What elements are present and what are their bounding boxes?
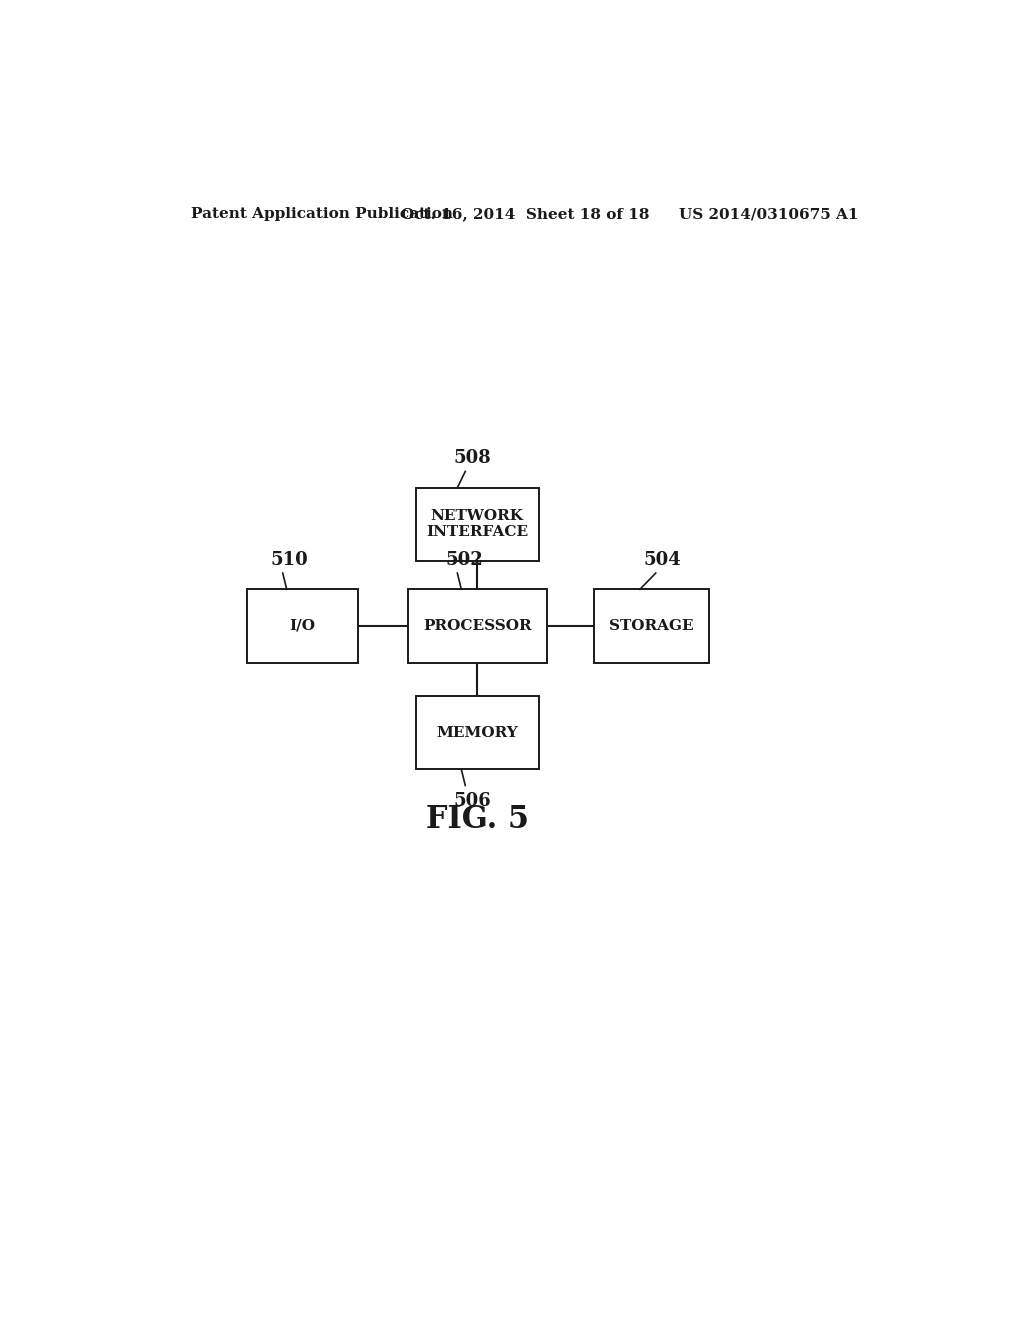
Text: 510: 510	[270, 550, 308, 569]
Text: FIG. 5: FIG. 5	[426, 804, 528, 834]
Text: I/O: I/O	[290, 619, 315, 634]
Text: 506: 506	[454, 792, 492, 809]
Text: 508: 508	[454, 449, 492, 467]
FancyBboxPatch shape	[416, 487, 539, 561]
FancyBboxPatch shape	[247, 589, 358, 663]
Text: 502: 502	[445, 550, 483, 569]
Text: US 2014/0310675 A1: US 2014/0310675 A1	[679, 207, 858, 222]
FancyBboxPatch shape	[594, 589, 710, 663]
Text: Patent Application Publication: Patent Application Publication	[191, 207, 454, 222]
Text: NETWORK
INTERFACE: NETWORK INTERFACE	[426, 510, 528, 540]
FancyBboxPatch shape	[408, 589, 547, 663]
Text: PROCESSOR: PROCESSOR	[423, 619, 531, 634]
Text: STORAGE: STORAGE	[609, 619, 694, 634]
FancyBboxPatch shape	[416, 696, 539, 770]
Text: Oct. 16, 2014  Sheet 18 of 18: Oct. 16, 2014 Sheet 18 of 18	[400, 207, 649, 222]
Text: MEMORY: MEMORY	[436, 726, 518, 739]
Text: 504: 504	[644, 550, 682, 569]
